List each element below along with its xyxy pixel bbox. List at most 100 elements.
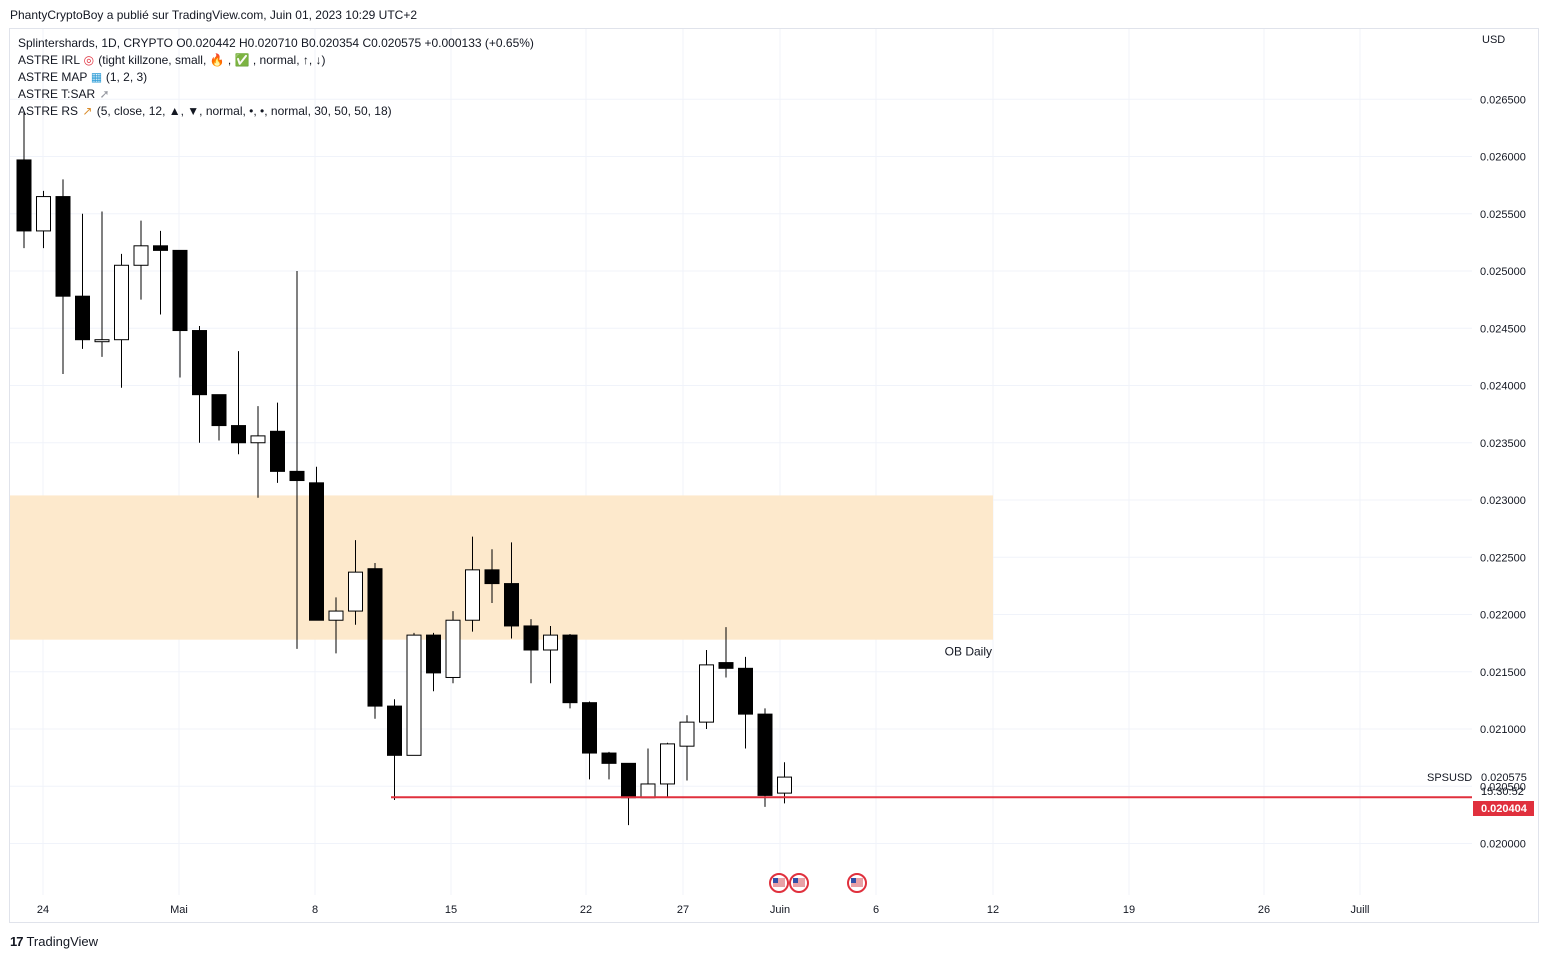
candle-body bbox=[504, 583, 519, 627]
candle bbox=[367, 562, 383, 719]
candle-body bbox=[250, 435, 266, 444]
candle-body bbox=[348, 571, 363, 612]
candle bbox=[601, 751, 617, 780]
price-axis: 0.026500 0.026000 0.025500 0.025000 0.024500… bbox=[1480, 94, 1526, 850]
candle bbox=[445, 611, 461, 684]
price-tick-label: 0.022500 bbox=[1480, 552, 1526, 564]
target-icon: ◎ bbox=[83, 53, 95, 67]
candle-body bbox=[640, 783, 656, 799]
indicator-params: (5, close, 12, ▲, ▼, normal, •, •, norma… bbox=[96, 104, 392, 118]
candle-body bbox=[445, 619, 461, 678]
time-tick-label: 26 bbox=[1258, 904, 1270, 916]
last-price-label: 0.020575 bbox=[1481, 772, 1527, 784]
time-tick-label: Juill bbox=[1351, 904, 1370, 916]
price-tick-label: 0.024500 bbox=[1480, 323, 1526, 335]
candle-body bbox=[426, 634, 441, 674]
time-tick-label: 24 bbox=[37, 904, 49, 916]
indicator-params: (tight killzone, small, 🔥 , ✅ , normal, … bbox=[98, 53, 326, 67]
symbol-line: Splintershards, 1D, CRYPTO O0.020442 H0.… bbox=[18, 36, 534, 50]
candle-body bbox=[465, 569, 480, 621]
candle bbox=[192, 325, 207, 443]
candle-body bbox=[55, 196, 71, 297]
candle bbox=[679, 715, 695, 781]
candle-body bbox=[309, 482, 324, 621]
brand-name: TradingView bbox=[26, 934, 99, 949]
candle bbox=[660, 742, 675, 798]
price-tick-label: 0.023500 bbox=[1480, 438, 1526, 450]
time-axis: 24 Mai 8 15 22 27 Juin 6 12 19 26 Juill bbox=[37, 904, 1370, 916]
candle bbox=[172, 249, 188, 378]
candle-body bbox=[699, 664, 714, 723]
candle-body bbox=[757, 713, 773, 796]
candle-body bbox=[387, 705, 402, 756]
candle-body bbox=[367, 568, 383, 707]
price-tick-label: 0.023000 bbox=[1480, 495, 1526, 507]
candle-body bbox=[328, 610, 344, 621]
rocket-icon: ➚ bbox=[99, 87, 110, 101]
indicator-name: ASTRE MAP bbox=[18, 70, 88, 84]
candle-body bbox=[192, 330, 207, 396]
candle bbox=[231, 351, 246, 455]
candle bbox=[270, 402, 285, 483]
candle-body bbox=[114, 264, 129, 341]
price-tick-label: 0.021000 bbox=[1480, 724, 1526, 736]
candle-body bbox=[16, 159, 32, 232]
countdown-label: 15:30:52 bbox=[1481, 786, 1524, 798]
candles bbox=[16, 112, 792, 826]
price-tick-label: 0.020500 bbox=[1480, 781, 1526, 793]
candle-body bbox=[523, 625, 539, 651]
price-tick-label: 0.025000 bbox=[1480, 266, 1526, 278]
candle-body bbox=[406, 634, 422, 756]
candle-body bbox=[718, 662, 734, 669]
time-tick-label: Mai bbox=[170, 904, 188, 916]
time-tick-label: Juin bbox=[770, 904, 790, 916]
currency-label: USD bbox=[1482, 34, 1506, 46]
candle-body bbox=[231, 425, 246, 444]
candle bbox=[757, 708, 773, 807]
price-tick-label: 0.021500 bbox=[1480, 667, 1526, 679]
price-tick-label: 0.020000 bbox=[1480, 839, 1526, 851]
candle bbox=[211, 394, 227, 441]
grid-lines bbox=[10, 29, 1472, 895]
symbol-label: SPSUSD bbox=[1427, 772, 1472, 784]
us-flag-event-icon bbox=[847, 873, 867, 893]
price-tick-label: 0.026000 bbox=[1480, 152, 1526, 164]
candle-body bbox=[211, 394, 227, 427]
candle bbox=[484, 549, 500, 604]
candle bbox=[16, 112, 32, 249]
candle-body bbox=[172, 249, 188, 332]
candle bbox=[114, 253, 129, 388]
candle bbox=[250, 406, 266, 498]
footer-brand[interactable]: 17 TradingView bbox=[10, 934, 98, 949]
candle-body bbox=[153, 245, 168, 251]
map-icon: ▦ bbox=[90, 70, 103, 84]
price-tick-label: 0.024000 bbox=[1480, 381, 1526, 393]
candle-body bbox=[270, 430, 285, 472]
candle bbox=[523, 619, 539, 684]
candle bbox=[718, 627, 734, 678]
chart-frame bbox=[9, 28, 1539, 923]
indicator-astre-tsar[interactable]: ASTRE T:SAR ➚ bbox=[18, 86, 534, 103]
line-price-label: 0.020404 bbox=[1481, 803, 1528, 815]
candle bbox=[426, 632, 441, 692]
time-tick-label: 19 bbox=[1123, 904, 1135, 916]
time-tick-label: 27 bbox=[677, 904, 689, 916]
indicator-params: (1, 2, 3) bbox=[105, 70, 148, 84]
candle-body bbox=[289, 470, 305, 482]
candle bbox=[504, 542, 519, 639]
candle-body bbox=[777, 776, 792, 794]
candle bbox=[387, 699, 402, 800]
candle bbox=[465, 536, 480, 632]
candle-body bbox=[543, 634, 558, 651]
indicator-astre-rs[interactable]: ASTRE RS ↗ (5, close, 12, ▲, ▼, normal, … bbox=[18, 103, 534, 120]
time-tick-label: 8 bbox=[312, 904, 318, 916]
candle bbox=[55, 179, 71, 375]
indicator-astre-irl[interactable]: ASTRE IRL ◎ (tight killzone, small, 🔥 , … bbox=[18, 52, 534, 69]
time-tick-label: 15 bbox=[445, 904, 457, 916]
candle bbox=[36, 190, 51, 249]
indicator-astre-map[interactable]: ASTRE MAP ▦ (1, 2, 3) bbox=[18, 69, 534, 86]
candle-body bbox=[484, 569, 500, 585]
price-tick-label: 0.022000 bbox=[1480, 610, 1526, 622]
candle bbox=[543, 625, 558, 684]
